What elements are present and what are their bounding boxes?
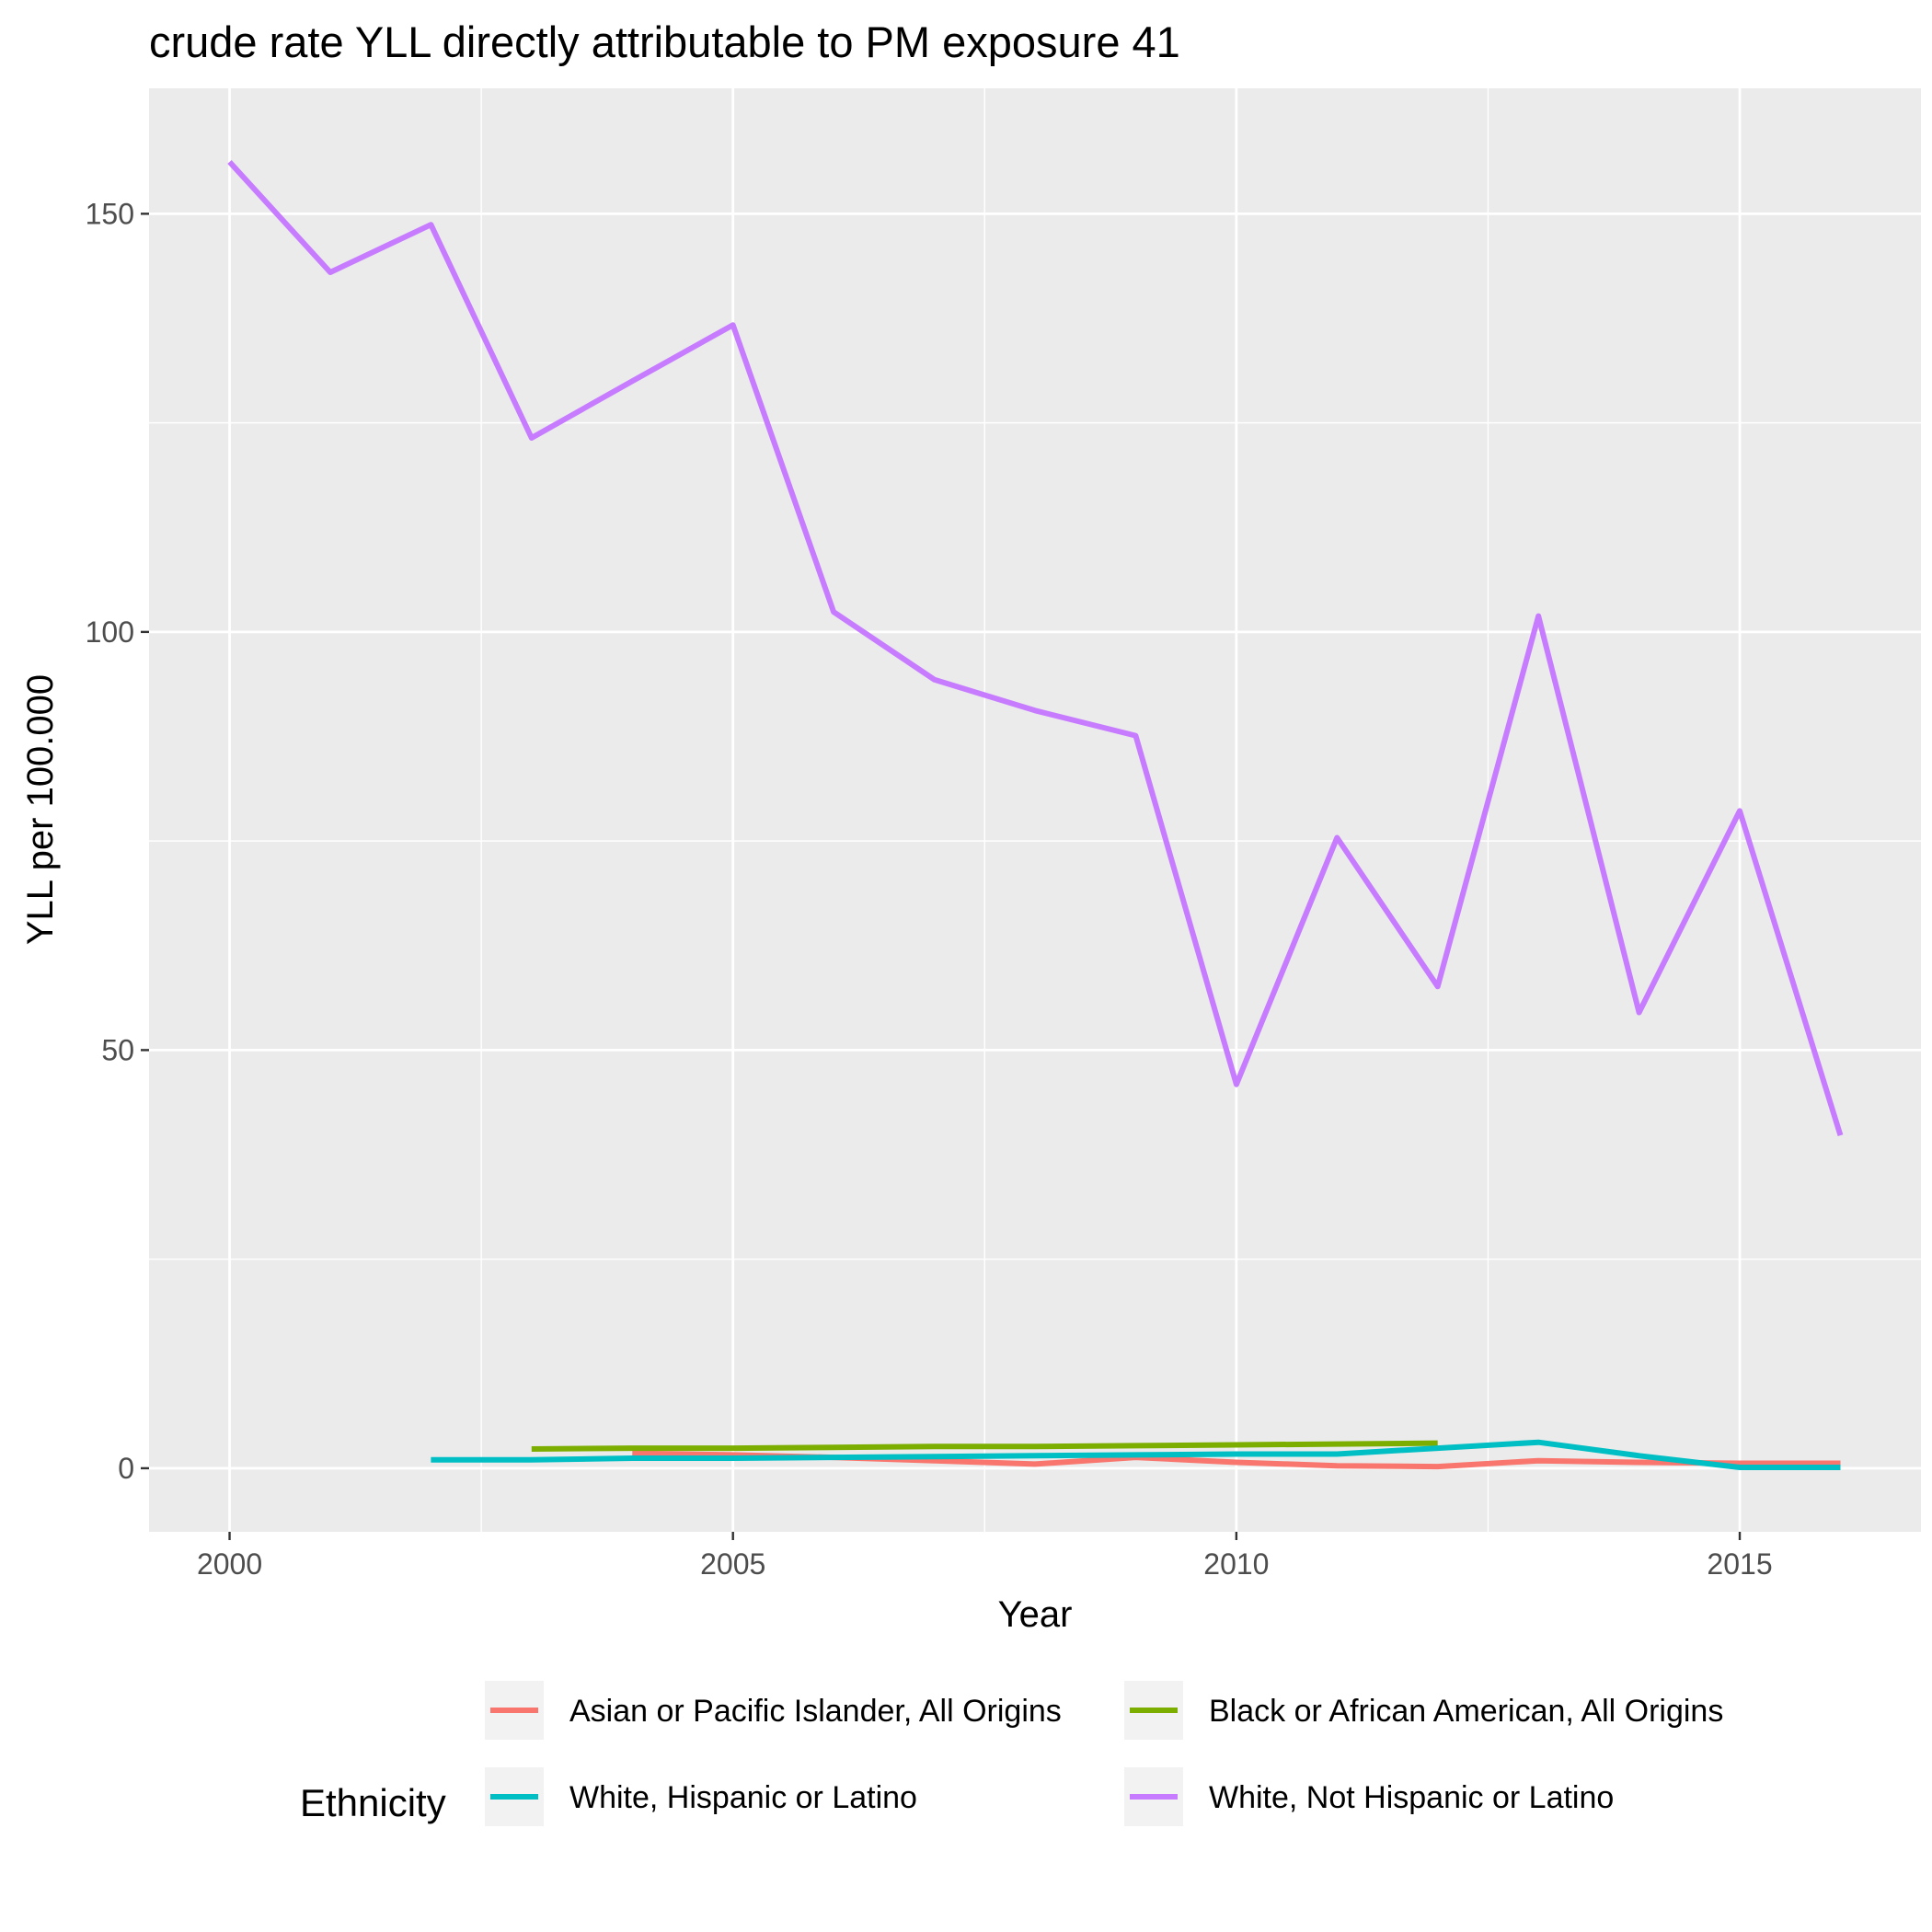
plot-panel xyxy=(149,88,1921,1532)
y-tick-label: 150 xyxy=(86,197,134,230)
series-line-black-or-african-american-all-origins xyxy=(531,1440,1438,1452)
x-axis-title: Year xyxy=(998,1594,1073,1635)
series-line-white-not-hispanic-or-latino xyxy=(227,159,1844,1136)
y-axis-title: YLL per 100.000 xyxy=(20,674,61,945)
tick-labels: 2000 2005 2010 2015 0 50 100 150 xyxy=(86,197,1773,1581)
y-tick-label: 50 xyxy=(101,1033,134,1066)
x-tick-label: 2000 xyxy=(197,1547,262,1581)
grid-major xyxy=(149,88,1921,1532)
legend-label: Asian or Pacific Islander, All Origins xyxy=(569,1694,1062,1729)
legend-label: White, Hispanic or Latino xyxy=(569,1780,917,1815)
legend-label: White, Not Hispanic or Latino xyxy=(1209,1780,1614,1815)
y-tick-label: 0 xyxy=(118,1452,134,1485)
x-tick-label: 2010 xyxy=(1203,1547,1269,1581)
series-line-white-hispanic-or-latino xyxy=(431,1439,1841,1470)
legend-label: Black or African American, All Origins xyxy=(1209,1694,1723,1729)
series-lines xyxy=(227,159,1844,1470)
x-tick-label: 2005 xyxy=(700,1547,765,1581)
x-tick-label: 2015 xyxy=(1707,1547,1772,1581)
legend: Ethnicity Asian or Pacific Islander, All… xyxy=(300,1679,1723,1828)
legend-title: Ethnicity xyxy=(300,1781,446,1824)
chart-title: crude rate YLL directly attributable to … xyxy=(149,17,1180,66)
axis-ticks xyxy=(141,213,1742,1540)
y-tick-label: 100 xyxy=(86,615,134,649)
